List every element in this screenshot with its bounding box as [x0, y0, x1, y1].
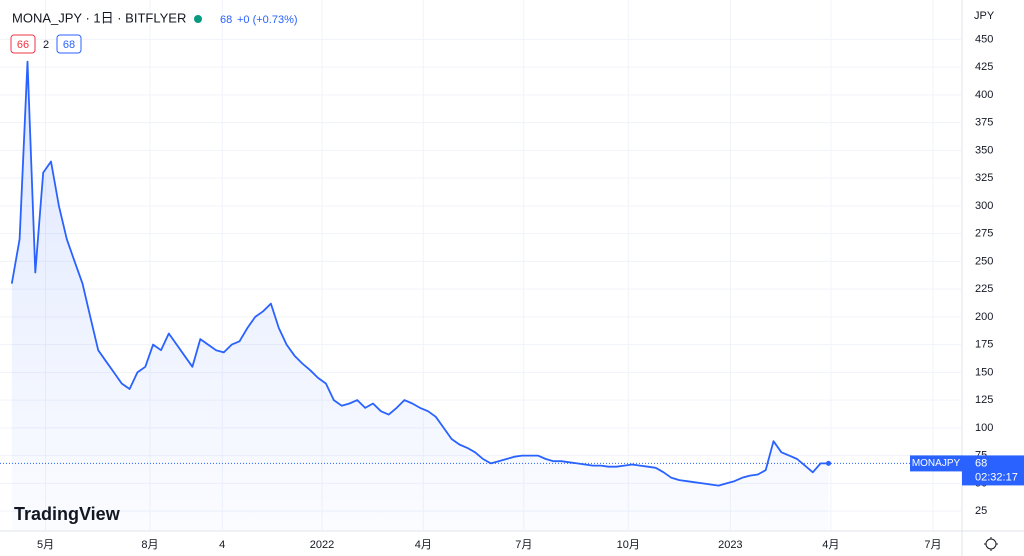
status-dot [194, 15, 202, 23]
y-tick-label: 175 [975, 339, 993, 351]
x-tick-label: 4月 [415, 539, 432, 551]
x-tick-label: 10月 [617, 539, 640, 551]
symbol-tag-bg [910, 455, 962, 472]
watermark: TradingView [14, 504, 121, 524]
y-tick-label: 25 [975, 505, 987, 517]
spread: 2 [43, 39, 49, 51]
y-tick-label: 350 [975, 144, 993, 156]
bid-badge[interactable] [10, 34, 36, 54]
settings-icon[interactable] [984, 537, 998, 551]
currency[interactable]: JPY [974, 10, 995, 22]
price-line [10, 60, 829, 487]
y-tick-label: 125 [975, 394, 993, 406]
x-tick-label: 8月 [141, 539, 158, 551]
area [11, 61, 829, 530]
x-tick-label: 7月 [924, 539, 941, 551]
y-tick-label: 375 [975, 117, 993, 129]
y-tick-label: 200 [975, 311, 993, 323]
y-tick-label: 450 [975, 33, 993, 45]
x-tick-label: 5月 [37, 539, 54, 551]
y-tick-label: 300 [975, 200, 993, 212]
y-tick-label: 225 [975, 283, 993, 295]
y-tick-label: 250 [975, 255, 993, 267]
ask: 68 [63, 39, 75, 51]
symbol-tag: MONAJPY [912, 458, 961, 469]
price-tag-bg [962, 455, 1024, 486]
x-tick-label: 4月 [822, 539, 839, 551]
price-tag: 68 [975, 457, 987, 469]
ask-badge[interactable] [56, 34, 82, 54]
x-tick-label: 2023 [718, 539, 742, 551]
header-price: 68 [220, 14, 232, 26]
x-tick-label: 2022 [310, 539, 334, 551]
header-change: +0 (+0.73%) [237, 14, 298, 26]
symbol-title: MONA_JPY · 1日 · BITFLYER [12, 10, 186, 25]
y-tick-label: 325 [975, 172, 993, 184]
countdown: 02:32:17 [975, 471, 1018, 483]
bid: 66 [17, 39, 29, 51]
y-tick-label: 400 [975, 89, 993, 101]
x-tick-label: 4 [219, 539, 225, 551]
y-tick-label: 100 [975, 422, 993, 434]
y-tick-label: 150 [975, 366, 993, 378]
x-tick-label: 7月 [515, 539, 532, 551]
y-tick-label: 275 [975, 228, 993, 240]
y-tick-label: 425 [975, 61, 993, 73]
